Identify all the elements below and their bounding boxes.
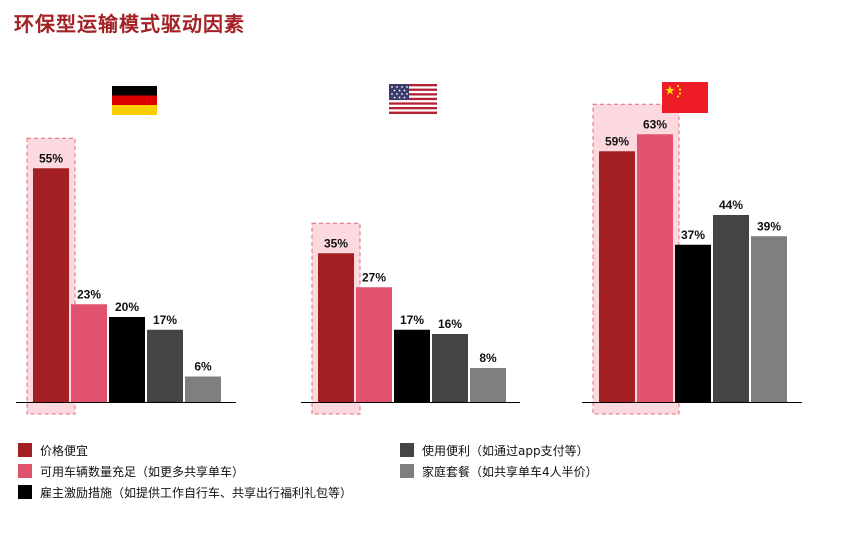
usa-flag — [389, 84, 437, 114]
legend-item-employer-incentives: 雇主激励措施（如提供工作自行车、共享出行福利礼包等） — [18, 485, 352, 501]
legend-swatch — [18, 485, 32, 499]
value-label: 37% — [681, 228, 705, 242]
bar — [599, 151, 635, 402]
legend-label: 家庭套餐（如共享单车4人半价） — [422, 465, 598, 479]
bar — [318, 253, 354, 402]
bar — [33, 168, 69, 402]
value-label: 6% — [194, 360, 212, 374]
bar — [147, 329, 183, 402]
bar — [394, 329, 430, 402]
legend-item-family-package: 家庭套餐（如共享单车4人半价） — [400, 464, 598, 480]
value-label: 39% — [757, 219, 781, 233]
bar — [751, 236, 787, 402]
legend-swatch — [18, 443, 32, 457]
value-label: 63% — [643, 117, 667, 131]
legend-label: 使用便利（如通过app支付等） — [422, 444, 589, 458]
value-label: 59% — [605, 134, 629, 148]
legend-swatch — [400, 464, 414, 478]
value-labels: 55% 23% 20% 17% 6% 35% 27% 17% 16% 8% 59% 63% 37% 44%… — [39, 117, 781, 373]
bars — [33, 134, 787, 402]
germany-flag — [112, 86, 157, 115]
value-label: 35% — [324, 236, 348, 250]
bar — [432, 334, 468, 402]
bar — [71, 304, 107, 402]
value-label: 44% — [719, 198, 743, 212]
value-label: 17% — [153, 313, 177, 327]
legend-swatch — [400, 443, 414, 457]
legend-label: 价格便宜 — [40, 444, 89, 458]
legend-item-convenience: 使用便利（如通过app支付等） — [400, 443, 589, 459]
china-flag — [662, 82, 708, 113]
value-label: 55% — [39, 151, 63, 165]
legend-label: 雇主激励措施（如提供工作自行车、共享出行福利礼包等） — [40, 486, 353, 500]
bar — [109, 317, 145, 402]
value-label: 20% — [115, 300, 139, 314]
value-label: 23% — [77, 287, 101, 301]
value-label: 16% — [438, 317, 462, 331]
chart-title: 环保型运输模式驱动因素 — [14, 12, 245, 36]
bar — [675, 244, 711, 402]
legend-label: 可用车辆数量充足（如更多共享单车） — [40, 465, 245, 479]
value-label: 27% — [362, 270, 386, 284]
bar — [637, 134, 673, 402]
legend-swatch — [18, 464, 32, 478]
bar — [185, 376, 221, 402]
legend-item-availability: 可用车辆数量充足（如更多共享单车） — [18, 464, 244, 480]
bar — [356, 287, 392, 402]
bar — [470, 368, 506, 402]
legend-item-price: 价格便宜 — [18, 443, 88, 459]
value-label: 8% — [479, 351, 497, 365]
bar — [713, 215, 749, 402]
value-label: 17% — [400, 313, 424, 327]
